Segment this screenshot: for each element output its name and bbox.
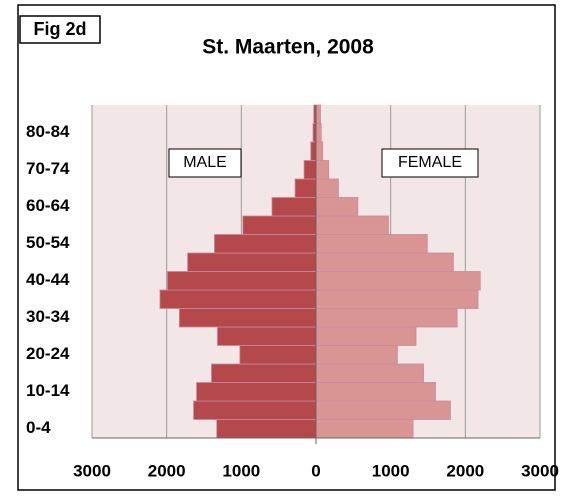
x-tick-label: 3000	[73, 461, 111, 480]
x-tick-label: 3000	[521, 461, 559, 480]
bar	[315, 178, 339, 198]
bar	[187, 252, 317, 272]
y-tick-label: 40-44	[26, 270, 70, 289]
bar	[216, 419, 317, 439]
bar	[239, 345, 317, 365]
y-tick-label: 0-4	[26, 418, 51, 437]
bar	[315, 123, 322, 143]
bar	[315, 308, 458, 328]
x-tick-label: 0	[311, 461, 320, 480]
bar	[310, 141, 317, 161]
y-tick-label: 50-54	[26, 233, 70, 252]
bar	[315, 271, 481, 291]
y-tick-label: 10-14	[26, 381, 70, 400]
legend-box	[168, 148, 242, 178]
bar	[315, 345, 398, 365]
bar	[315, 160, 330, 180]
bar	[294, 178, 317, 198]
bar	[159, 289, 317, 309]
bar	[178, 308, 317, 328]
y-tick-label: 20-24	[26, 344, 70, 363]
legend-label: MALE	[183, 154, 227, 171]
y-tick-label: 60-64	[26, 196, 70, 215]
bar	[217, 326, 317, 346]
legend-box	[381, 148, 479, 178]
bar	[315, 215, 389, 235]
bar	[193, 400, 317, 420]
bar	[315, 289, 479, 309]
bar	[271, 197, 317, 217]
bar	[315, 252, 454, 272]
bar	[315, 419, 414, 439]
figure-label: Fig 2d	[34, 19, 87, 39]
bar	[315, 400, 451, 420]
y-tick-label: 70-74	[26, 159, 70, 178]
bar	[315, 141, 324, 161]
bar	[196, 382, 317, 402]
chart-title: St. Maarten, 2008	[202, 36, 374, 59]
bar	[242, 215, 317, 235]
figure-label-box	[19, 15, 101, 44]
bar	[211, 363, 317, 383]
x-tick-label: 1000	[372, 461, 410, 480]
x-tick-label: 2000	[446, 461, 484, 480]
bar	[303, 160, 317, 180]
bar	[315, 326, 417, 346]
bar	[315, 104, 321, 124]
bar	[315, 234, 428, 254]
bar	[315, 197, 359, 217]
y-tick-label: 80-84	[26, 122, 70, 141]
legend-label: FEMALE	[398, 154, 462, 171]
bar	[315, 363, 424, 383]
y-tick-label: 30-34	[26, 307, 70, 326]
bar	[214, 234, 317, 254]
x-tick-label: 1000	[222, 461, 260, 480]
bar	[315, 382, 436, 402]
x-tick-label: 2000	[148, 461, 186, 480]
bar	[167, 271, 317, 291]
